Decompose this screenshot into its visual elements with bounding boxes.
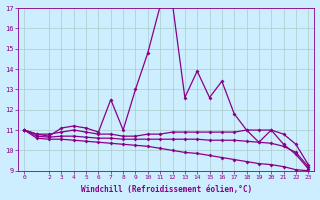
X-axis label: Windchill (Refroidissement éolien,°C): Windchill (Refroidissement éolien,°C) — [81, 185, 252, 194]
